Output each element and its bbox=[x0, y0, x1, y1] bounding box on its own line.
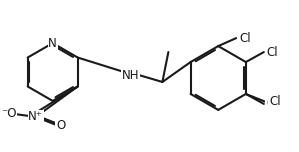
Text: N⁺: N⁺ bbox=[28, 110, 43, 123]
Text: Cl: Cl bbox=[239, 32, 251, 45]
Text: ⁻O: ⁻O bbox=[1, 107, 16, 120]
Text: Cl: Cl bbox=[266, 97, 277, 110]
Text: O: O bbox=[56, 119, 65, 132]
Text: Cl: Cl bbox=[266, 46, 277, 59]
Text: NH: NH bbox=[122, 69, 139, 81]
Text: N: N bbox=[48, 37, 57, 50]
Text: Cl: Cl bbox=[269, 95, 280, 108]
